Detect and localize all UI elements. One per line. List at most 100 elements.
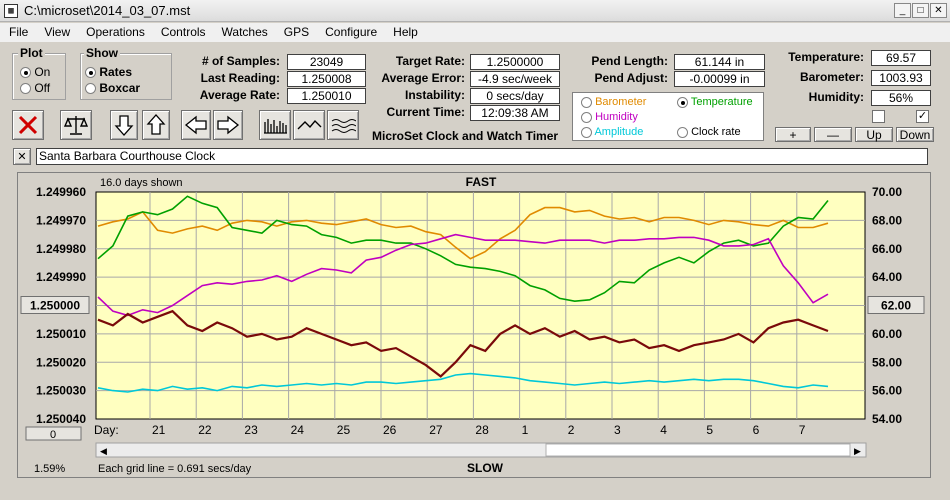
target-rate-field[interactable]: 1.2500000 (470, 54, 560, 70)
bar-graph-button[interactable] (259, 110, 291, 140)
calculator-icon: ▦ (4, 4, 18, 18)
zoom-out-button[interactable]: — (814, 127, 852, 142)
instability-label: Instability: (404, 88, 465, 102)
day-tick-label: 2 (568, 423, 575, 437)
auto-scale-checkbox[interactable] (872, 110, 885, 123)
up-button[interactable] (142, 110, 170, 140)
offset-button-label: 0 (50, 429, 56, 441)
sensor-humidity-option[interactable]: Humidity (581, 111, 638, 123)
timer-title: MicroSet Clock and Watch Timer (372, 129, 559, 143)
sensor-amplitude-option[interactable]: Amplitude (581, 126, 643, 138)
menu-view[interactable]: View (44, 25, 71, 39)
left-axis-tick-label: 1.249970 (36, 213, 86, 227)
right-axis-center-button (867, 296, 925, 314)
scroll-right-arrow-icon: ▶ (854, 446, 861, 456)
close-window-button[interactable]: ✕ (930, 3, 947, 18)
series-line-barometer (97, 206, 829, 260)
chart-panel: 21 22 23 24 25 26 27 28 1 2 3 4 5 6 7 Day: 1.249960 1.249… (17, 172, 931, 478)
zoom-in-button[interactable]: + (775, 127, 811, 142)
right-axis-tick-label: 68.00 (872, 213, 902, 227)
sensor-barometer-label: Barometer (595, 96, 647, 108)
left-axis-tick-label: 1.249960 (36, 185, 86, 199)
left-axis-center-label: 1.250000 (30, 299, 80, 313)
plot-on-option[interactable]: On (20, 65, 50, 79)
bar-graph-icon (264, 119, 287, 134)
radio-off[interactable] (20, 83, 31, 95)
down-button[interactable] (110, 110, 138, 140)
sensor-temperature-option[interactable]: Temperature (677, 96, 753, 108)
scroll-left-arrow-icon: ◀ (100, 446, 107, 456)
left-axis-tick-label: 1.249980 (36, 242, 86, 256)
barometer-label: Barometer: (799, 70, 864, 84)
average-rate-field: 1.250010 (287, 88, 366, 104)
menu-help[interactable]: Help (393, 25, 418, 39)
sensor-clock-rate-option[interactable]: Clock rate (677, 126, 741, 138)
menu-controls[interactable]: Controls (160, 25, 206, 39)
instability-field: 0 secs/day (470, 88, 560, 104)
menu-watches[interactable]: Watches (221, 25, 268, 39)
radio-amplitude[interactable] (581, 126, 592, 138)
plot-on-label: On (34, 65, 51, 79)
radio-humidity[interactable] (581, 111, 592, 123)
day-tick-label: 21 (152, 423, 166, 437)
right-button[interactable] (213, 110, 243, 140)
right-axis-tick-label: 60.00 (872, 327, 902, 341)
arrow-left-icon (184, 115, 207, 135)
radio-on[interactable] (20, 67, 31, 79)
sensor-humidity-label: Humidity (595, 111, 638, 123)
sensor-select-panel: Barometer Temperature Humidity Amplitude… (572, 92, 764, 141)
show-group-title: Show (84, 46, 120, 60)
left-axis-tick-label: 1.250030 (36, 384, 86, 398)
menu-configure[interactable]: Configure (325, 25, 378, 39)
left-button[interactable] (181, 110, 211, 140)
track-checkbox[interactable]: ✓ (916, 110, 929, 123)
pend-length-field: 61.144 in (674, 54, 765, 70)
right-axis-tick-label: 58.00 (872, 355, 902, 369)
scroll-down-button[interactable]: Down (896, 127, 934, 142)
menu-file[interactable]: File (9, 25, 29, 39)
clock-name-field[interactable]: Santa Barbara Courthouse Clock (36, 148, 928, 165)
radio-temperature[interactable] (677, 96, 688, 108)
series-line-humidity (97, 233, 829, 317)
left-axis-center-button (20, 296, 90, 314)
day-tick-label: 26 (383, 423, 397, 437)
left-axis-tick-label: 1.250010 (36, 327, 86, 341)
radio-boxcar[interactable] (85, 83, 96, 95)
title-bar: ▦ C:\microset\2014_03_07.mst _ □ ✕ (0, 0, 950, 22)
stop-button[interactable] (12, 110, 44, 140)
plot-off-option[interactable]: Off (20, 81, 50, 95)
minimize-button[interactable]: _ (894, 3, 911, 18)
current-time-label: Current Time: (386, 105, 465, 119)
show-boxcar-option[interactable]: Boxcar (85, 81, 140, 95)
show-boxcar-label: Boxcar (99, 81, 141, 95)
slow-label: SLOW (467, 461, 504, 475)
scroll-up-button[interactable]: Up (855, 127, 893, 142)
day-tick-label: 3 (614, 423, 621, 437)
sensor-temperature-label: Temperature (690, 96, 753, 108)
show-group (80, 53, 172, 100)
clear-clock-button[interactable]: ✕ (13, 148, 31, 165)
radio-rates[interactable] (85, 67, 96, 79)
maximize-button[interactable]: □ (912, 3, 929, 18)
balance-button[interactable] (60, 110, 92, 140)
show-rates-option[interactable]: Rates (85, 65, 132, 79)
day-tick-label: 1 (522, 423, 529, 437)
series-line-amplitude (97, 372, 829, 393)
average-error-label: Average Error: (381, 71, 465, 85)
day-tick-label: 25 (337, 423, 351, 437)
humidity-label: Humidity: (808, 90, 864, 104)
left-axis-tick-label: 1.249990 (36, 270, 86, 284)
right-axis-center-label: 62.00 (881, 299, 911, 313)
menu-operations[interactable]: Operations (86, 25, 145, 39)
target-rate-label: Target Rate: (395, 54, 465, 68)
series-line-temperature (97, 195, 829, 303)
radio-clock-rate[interactable] (677, 126, 688, 138)
line-graph-button[interactable] (293, 110, 325, 140)
menu-gps[interactable]: GPS (283, 25, 310, 39)
radio-barometer[interactable] (581, 96, 592, 108)
offset-button (25, 426, 82, 441)
samples-label: # of Samples: (201, 54, 280, 68)
pend-length-label: Pend Length: (591, 54, 668, 68)
sensor-barometer-option[interactable]: Barometer (581, 96, 646, 108)
wave-graph-button[interactable] (327, 110, 359, 140)
